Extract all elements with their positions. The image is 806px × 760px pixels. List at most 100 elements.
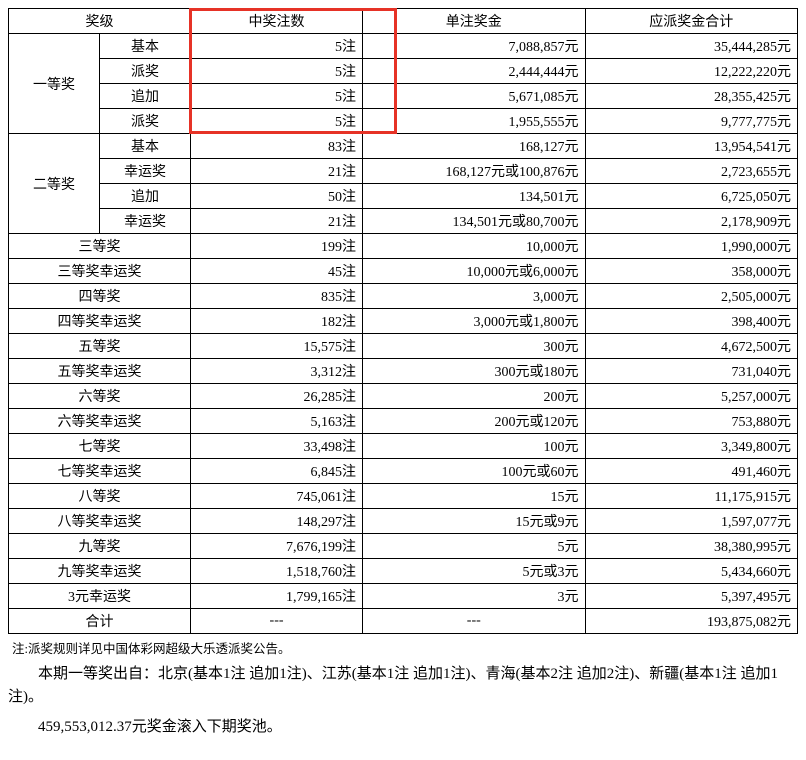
table-row: 五等奖幸运奖3,312注300元或180元731,040元 — [9, 359, 798, 384]
cell: 5元 — [363, 534, 586, 559]
cell: 398,400元 — [585, 309, 797, 334]
sub-cell: 追加 — [100, 184, 191, 209]
cell: 4,672,500元 — [585, 334, 797, 359]
cell: 1,518,760注 — [191, 559, 363, 584]
cell: --- — [363, 609, 586, 634]
level-cell: 六等奖幸运奖 — [9, 409, 191, 434]
table-row: 七等奖幸运奖6,845注100元或60元491,460元 — [9, 459, 798, 484]
cell: 491,460元 — [585, 459, 797, 484]
cell: 300元或180元 — [363, 359, 586, 384]
level-cell: 四等奖 — [9, 284, 191, 309]
sub-cell: 基本 — [100, 134, 191, 159]
table-row: 三等奖199注10,000元1,990,000元 — [9, 234, 798, 259]
header-level: 奖级 — [9, 9, 191, 34]
cell: --- — [191, 609, 363, 634]
cell: 45注 — [191, 259, 363, 284]
table-row: 二等奖基本83注168,127元13,954,541元 — [9, 134, 798, 159]
cell: 134,501元或80,700元 — [363, 209, 586, 234]
cell: 6,845注 — [191, 459, 363, 484]
cell: 200元或120元 — [363, 409, 586, 434]
cell: 5注 — [191, 84, 363, 109]
cell: 2,444,444元 — [363, 59, 586, 84]
cell: 5元或3元 — [363, 559, 586, 584]
cell: 28,355,425元 — [585, 84, 797, 109]
table-row: 八等奖745,061注15元11,175,915元 — [9, 484, 798, 509]
cell: 193,875,082元 — [585, 609, 797, 634]
cell: 168,127元或100,876元 — [363, 159, 586, 184]
level-cell: 七等奖幸运奖 — [9, 459, 191, 484]
level-cell: 八等奖 — [9, 484, 191, 509]
level-cell: 三等奖幸运奖 — [9, 259, 191, 284]
sub-cell: 幸运奖 — [100, 209, 191, 234]
table-row: 幸运奖21注134,501元或80,700元2,178,909元 — [9, 209, 798, 234]
level-cell: 七等奖 — [9, 434, 191, 459]
header-row: 奖级 中奖注数 单注奖金 应派奖金合计 — [9, 9, 798, 34]
cell: 15,575注 — [191, 334, 363, 359]
cell: 5,671,085元 — [363, 84, 586, 109]
sub-cell: 派奖 — [100, 59, 191, 84]
cell: 168,127元 — [363, 134, 586, 159]
table-row: 九等奖幸运奖1,518,760注5元或3元5,434,660元 — [9, 559, 798, 584]
paragraph-winners: 本期一等奖出自：北京(基本1注 追加1注)、江苏(基本1注 追加1注)、青海(基… — [8, 663, 798, 710]
cell: 731,040元 — [585, 359, 797, 384]
sub-cell: 幸运奖 — [100, 159, 191, 184]
table-row: 五等奖15,575注300元4,672,500元 — [9, 334, 798, 359]
header-count: 中奖注数 — [191, 9, 363, 34]
sub-cell: 派奖 — [100, 109, 191, 134]
table-row: 四等奖835注3,000元2,505,000元 — [9, 284, 798, 309]
level-cell: 四等奖幸运奖 — [9, 309, 191, 334]
cell: 35,444,285元 — [585, 34, 797, 59]
cell: 38,380,995元 — [585, 534, 797, 559]
header-total: 应派奖金合计 — [585, 9, 797, 34]
level-cell: 合计 — [9, 609, 191, 634]
cell: 148,297注 — [191, 509, 363, 534]
sub-cell: 基本 — [100, 34, 191, 59]
table-row: 追加5注5,671,085元28,355,425元 — [9, 84, 798, 109]
cell: 182注 — [191, 309, 363, 334]
sub-cell: 追加 — [100, 84, 191, 109]
cell: 12,222,220元 — [585, 59, 797, 84]
cell: 15元或9元 — [363, 509, 586, 534]
cell: 7,088,857元 — [363, 34, 586, 59]
cell: 199注 — [191, 234, 363, 259]
cell: 6,725,050元 — [585, 184, 797, 209]
cell: 33,498注 — [191, 434, 363, 459]
level-cell: 九等奖 — [9, 534, 191, 559]
cell: 134,501元 — [363, 184, 586, 209]
level-cell: 九等奖幸运奖 — [9, 559, 191, 584]
table-row: 3元幸运奖1,799,165注3元5,397,495元 — [9, 584, 798, 609]
cell: 21注 — [191, 159, 363, 184]
cell: 1,955,555元 — [363, 109, 586, 134]
cell: 9,777,775元 — [585, 109, 797, 134]
cell: 5,257,000元 — [585, 384, 797, 409]
cell: 5,163注 — [191, 409, 363, 434]
cell: 11,175,915元 — [585, 484, 797, 509]
cell: 26,285注 — [191, 384, 363, 409]
level-cell: 二等奖 — [9, 134, 100, 234]
cell: 13,954,541元 — [585, 134, 797, 159]
level-cell: 八等奖幸运奖 — [9, 509, 191, 534]
level-cell: 六等奖 — [9, 384, 191, 409]
cell: 10,000元或6,000元 — [363, 259, 586, 284]
cell: 3元 — [363, 584, 586, 609]
table-row: 追加50注134,501元6,725,050元 — [9, 184, 798, 209]
cell: 200元 — [363, 384, 586, 409]
table-row: 四等奖幸运奖182注3,000元或1,800元398,400元 — [9, 309, 798, 334]
cell: 100元或60元 — [363, 459, 586, 484]
cell: 1,990,000元 — [585, 234, 797, 259]
cell: 745,061注 — [191, 484, 363, 509]
table-row: 一等奖基本5注7,088,857元35,444,285元 — [9, 34, 798, 59]
cell: 3,349,800元 — [585, 434, 797, 459]
cell: 2,505,000元 — [585, 284, 797, 309]
table-row: 三等奖幸运奖45注10,000元或6,000元358,000元 — [9, 259, 798, 284]
level-cell: 三等奖 — [9, 234, 191, 259]
total-row: 合计------193,875,082元 — [9, 609, 798, 634]
cell: 358,000元 — [585, 259, 797, 284]
cell: 3,000元或1,800元 — [363, 309, 586, 334]
cell: 5,397,495元 — [585, 584, 797, 609]
cell: 753,880元 — [585, 409, 797, 434]
cell: 5注 — [191, 109, 363, 134]
level-cell: 五等奖 — [9, 334, 191, 359]
prize-table: 奖级 中奖注数 单注奖金 应派奖金合计 一等奖基本5注7,088,857元35,… — [8, 8, 798, 634]
level-cell: 五等奖幸运奖 — [9, 359, 191, 384]
